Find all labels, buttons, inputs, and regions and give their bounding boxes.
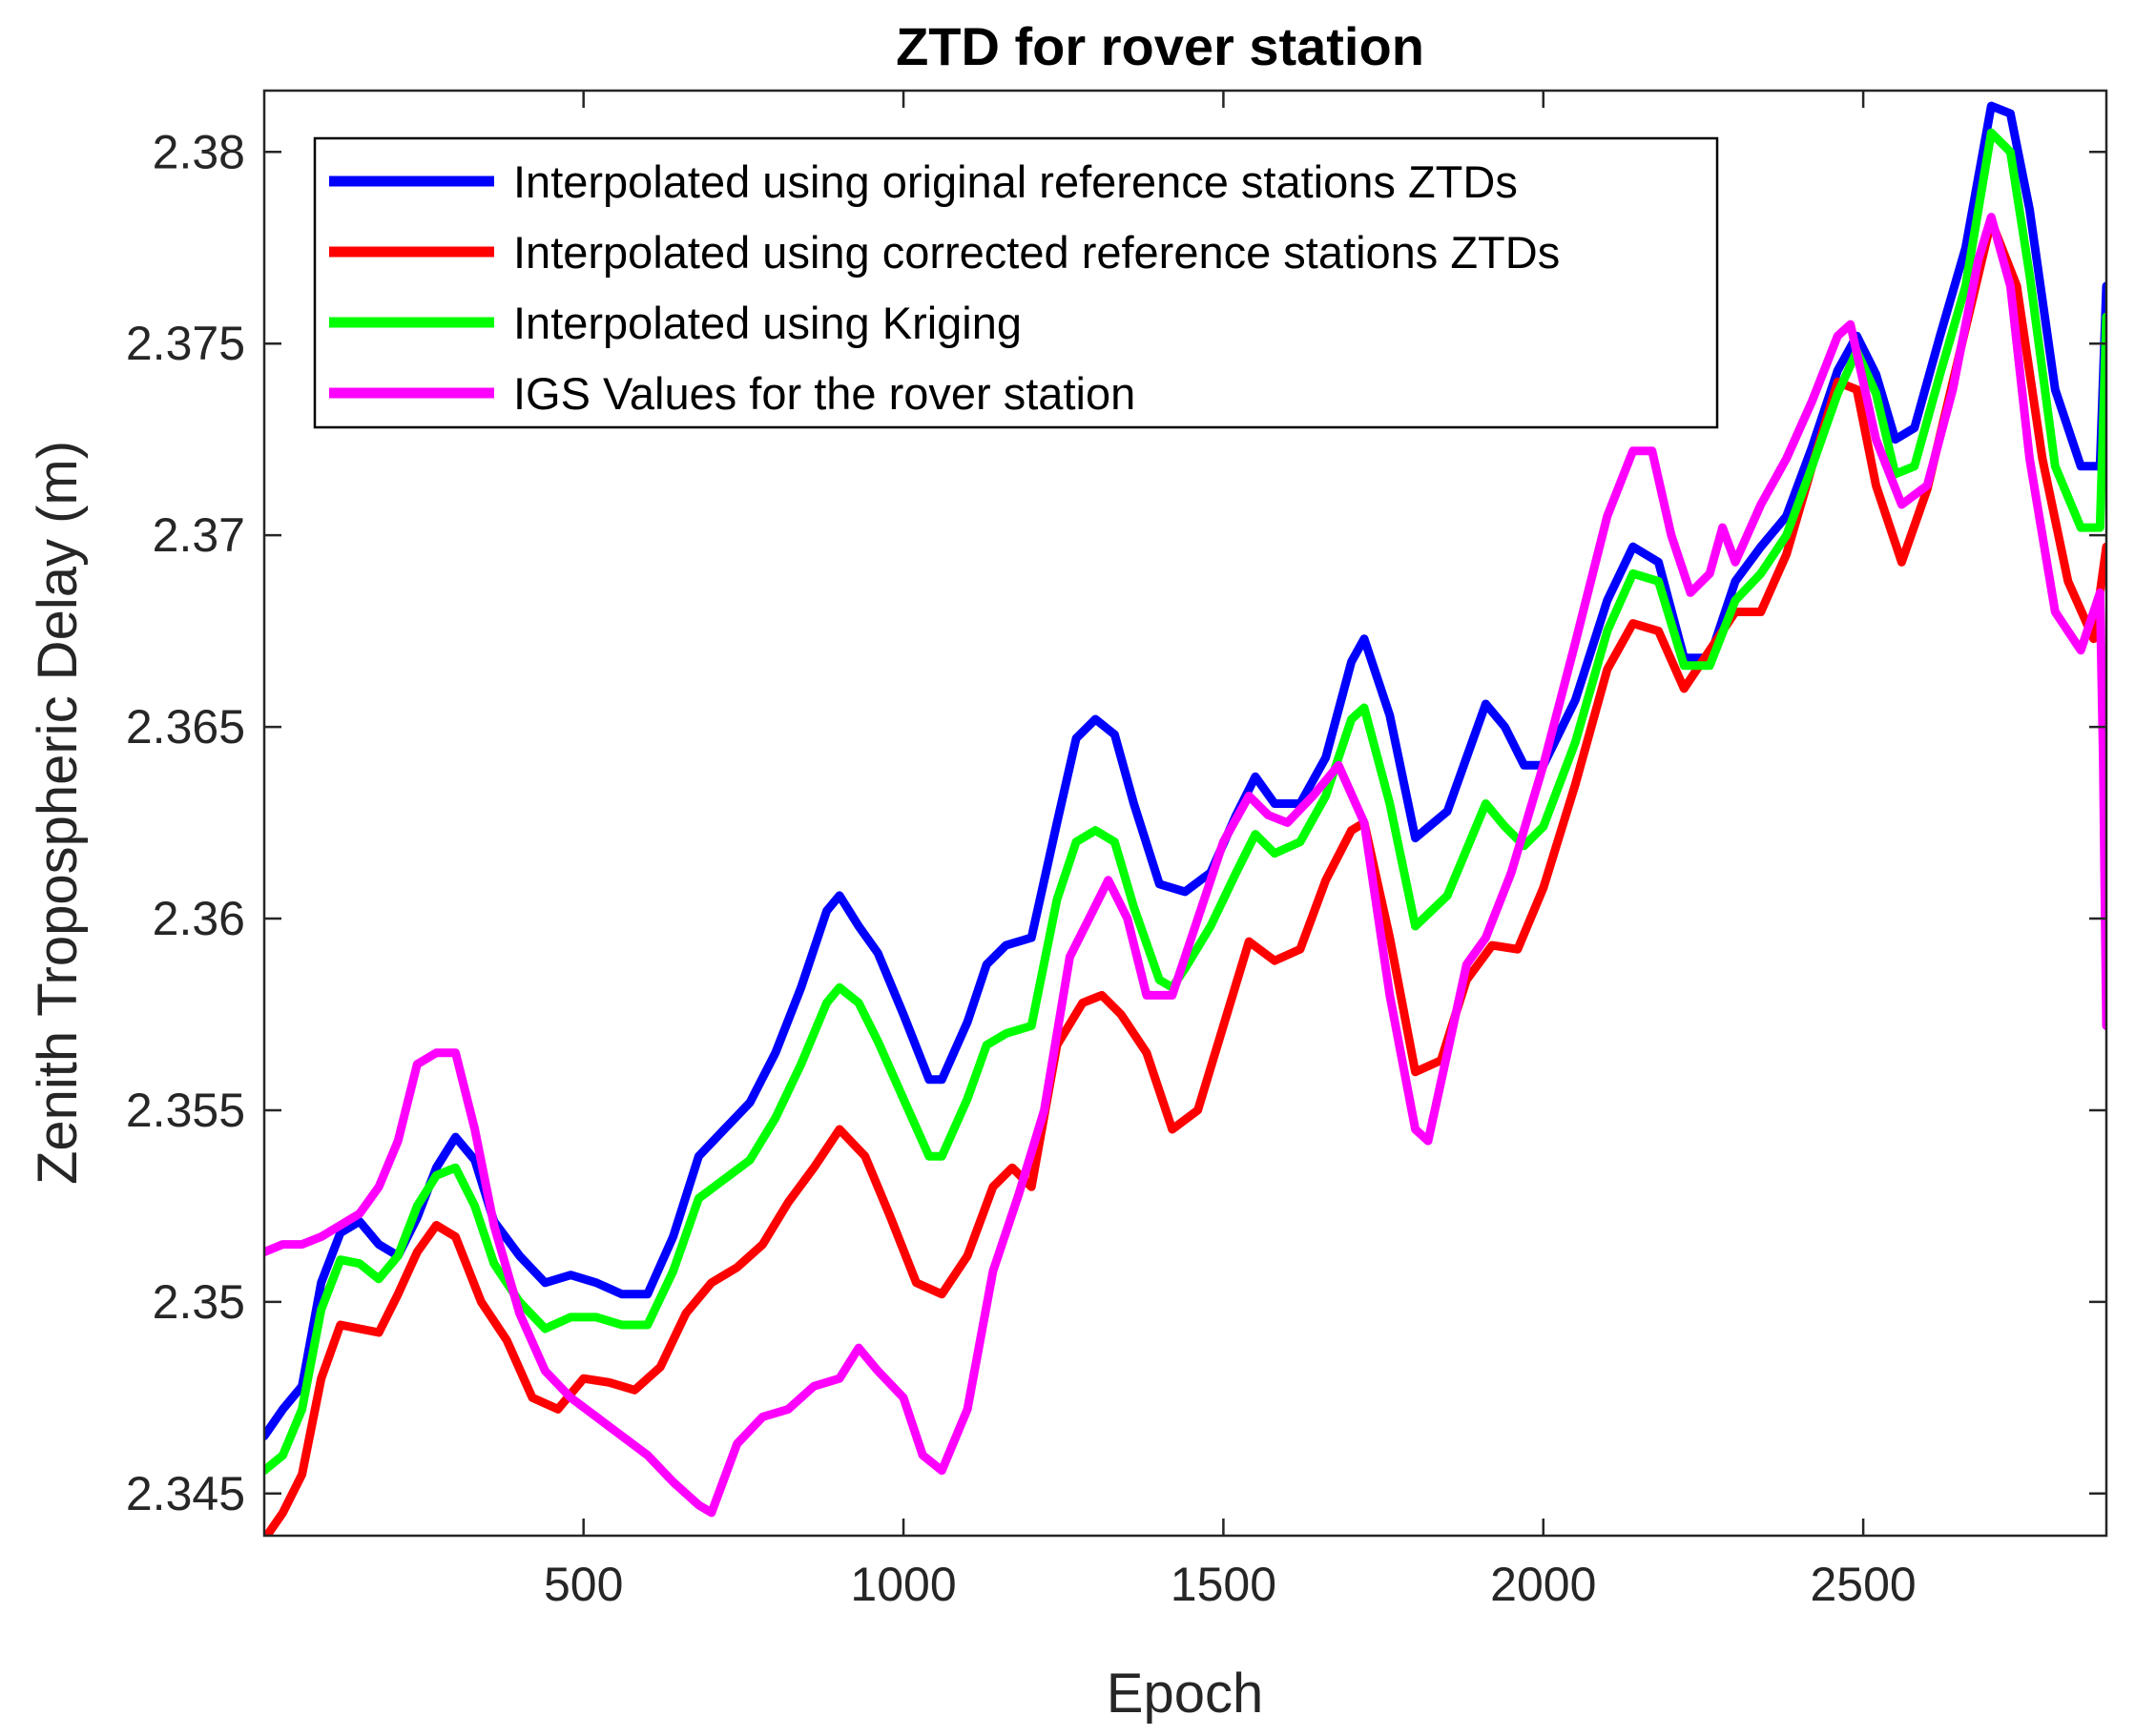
chart-title: ZTD for rover station	[896, 16, 1424, 76]
y-tick-label: 2.36	[153, 892, 245, 945]
x-tick-label: 2000	[1490, 1558, 1596, 1611]
legend: Interpolated using original reference st…	[313, 136, 1719, 429]
legend-label-2: Interpolated using corrected reference s…	[513, 227, 1560, 278]
ticks-layer: 500 1000 1500 2000 2500 2.345 2.35 2.355 2.36 2.3…	[126, 91, 2106, 1611]
x-tick-label: 1500	[1171, 1558, 1276, 1611]
y-tick-label: 2.37	[153, 508, 245, 562]
y-tick-label: 2.365	[126, 700, 245, 754]
x-axis-label: Epoch	[1107, 1663, 1263, 1725]
x-tick-label: 500	[544, 1558, 623, 1611]
x-tick-label: 2500	[1811, 1558, 1917, 1611]
legend-entries: Interpolated using original reference st…	[329, 156, 1560, 419]
series-line-1	[264, 101, 2106, 1440]
series-layer	[264, 101, 2106, 1536]
series-line-4	[264, 213, 2106, 1518]
legend-label-4: IGS Values for the rover station	[513, 368, 1135, 419]
legend-label-3: Interpolated using Kriging	[513, 298, 1022, 348]
axes-box	[262, 89, 2108, 1538]
legend-label-1: Interpolated using original reference st…	[513, 156, 1518, 207]
y-tick-label: 2.35	[153, 1275, 245, 1329]
y-tick-label: 2.345	[126, 1467, 245, 1520]
y-tick-label: 2.375	[126, 317, 245, 370]
y-axis-label: Zenith Tropospheric Delay (m)	[27, 441, 89, 1185]
series-line-2	[264, 217, 2106, 1536]
y-tick-label: 2.355	[126, 1084, 245, 1137]
series-line-3	[264, 128, 2106, 1476]
legend-box	[313, 136, 1719, 429]
y-tick-label: 2.38	[153, 125, 245, 178]
x-tick-label: 1000	[850, 1558, 956, 1611]
